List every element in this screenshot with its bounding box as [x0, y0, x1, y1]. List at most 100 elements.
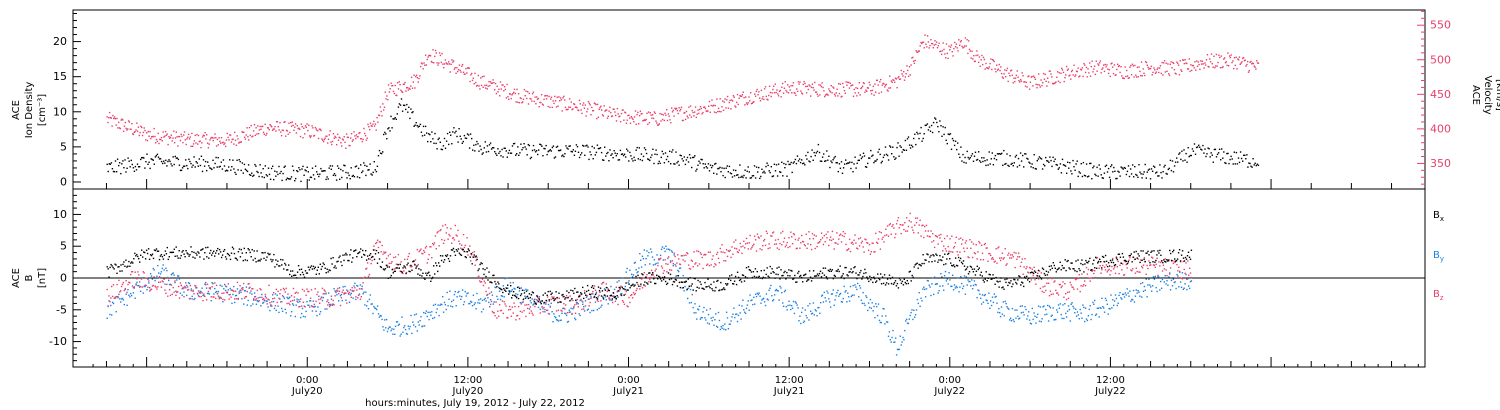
bz-series-point	[782, 241, 785, 243]
density-series-point	[1019, 152, 1022, 154]
velocity-series-point	[661, 118, 664, 121]
bz-series-point	[764, 244, 767, 247]
density-series-point	[725, 167, 727, 169]
velocity-series-point	[322, 139, 324, 141]
by-series-point	[704, 317, 706, 319]
velocity-series-point	[615, 114, 617, 117]
density-series-point	[504, 147, 506, 149]
by-series-point	[1018, 318, 1020, 320]
bz-series-point	[640, 285, 642, 287]
velocity-series-point	[783, 87, 786, 89]
density-series-point	[212, 159, 214, 161]
by-series-point	[957, 277, 959, 279]
velocity-series-point	[777, 95, 780, 97]
velocity-series-point	[574, 106, 577, 108]
bz-series-point	[292, 287, 295, 290]
density-series-point	[927, 129, 930, 131]
by-series-point	[221, 285, 223, 287]
by-series-point	[1080, 312, 1082, 314]
velocity-series-point	[966, 39, 968, 41]
velocity-series-point	[148, 135, 150, 137]
bz-series-point	[766, 232, 768, 235]
density-series-point	[843, 163, 846, 165]
velocity-series-point	[289, 131, 291, 134]
velocity-series-point	[445, 62, 447, 64]
bz-series-point	[390, 262, 392, 264]
velocity-series-point	[403, 83, 405, 85]
density-series-point	[695, 170, 697, 172]
velocity-series-point	[198, 140, 200, 143]
density-series-point	[716, 173, 718, 175]
bz-series-point	[595, 292, 598, 295]
velocity-series-point	[406, 87, 409, 89]
by-series-point	[822, 301, 825, 303]
bz-series-point	[164, 289, 166, 291]
density-series-point	[581, 152, 583, 154]
density-series-point	[312, 174, 315, 176]
density-series-point	[499, 150, 501, 153]
bz-series-point	[771, 235, 773, 237]
velocity-series-point	[608, 110, 610, 112]
density-series-point	[1139, 171, 1141, 173]
bz-series-point	[395, 263, 398, 265]
velocity-series-point	[355, 137, 357, 140]
by-series-point	[805, 314, 807, 317]
density-series-point	[1015, 154, 1018, 157]
velocity-series-point	[359, 138, 362, 140]
density-series-point	[568, 145, 570, 147]
by-series-point	[268, 299, 270, 301]
velocity-series-point	[339, 137, 341, 139]
density-series-point	[486, 145, 489, 147]
by-series-point	[400, 333, 402, 335]
bz-series-point	[297, 292, 299, 294]
velocity-series-point	[199, 140, 201, 142]
by-series-point	[561, 312, 563, 314]
by-series-point	[973, 280, 976, 282]
density-series-point	[995, 159, 998, 161]
density-series-point	[957, 142, 959, 144]
by-series-point	[480, 311, 483, 313]
density-series-point	[501, 148, 503, 151]
velocity-series-point	[969, 50, 972, 52]
velocity-series-point	[634, 110, 637, 112]
by-series-point	[441, 303, 443, 306]
by-series-point	[462, 303, 465, 306]
velocity-series-point	[164, 130, 167, 133]
by-series-point	[175, 290, 177, 292]
density-series-point	[640, 153, 643, 155]
density-series-point	[735, 169, 737, 172]
by-series-point	[251, 293, 253, 295]
bz-series-point	[1032, 274, 1034, 277]
velocity-series-point	[154, 135, 156, 138]
bz-series-point	[634, 292, 636, 295]
velocity-series-point	[1233, 67, 1235, 70]
density-series-point	[283, 166, 285, 168]
bz-series-point	[125, 280, 127, 282]
by-series-point	[195, 287, 197, 289]
bz-series-point	[1028, 272, 1030, 274]
density-series-point	[355, 165, 358, 167]
density-series-point	[216, 166, 218, 168]
by-series-point	[970, 285, 972, 287]
density-series-point	[770, 166, 772, 168]
by-series-point	[138, 284, 140, 287]
velocity-series-point	[244, 138, 247, 140]
velocity-series-point	[331, 140, 334, 143]
density-series-point	[780, 171, 782, 173]
density-series-point	[335, 179, 338, 181]
density-series-point	[448, 143, 450, 146]
density-series-point	[872, 154, 874, 156]
by-series-point	[359, 284, 362, 286]
by-series-point	[506, 277, 508, 279]
by-series-point	[498, 286, 500, 289]
by-series-point	[646, 250, 648, 252]
by-series-point	[538, 296, 541, 298]
bz-series-point	[1123, 274, 1126, 276]
velocity-series-point	[1131, 63, 1134, 65]
density-series-point	[730, 173, 733, 175]
velocity-series-point	[1196, 65, 1199, 67]
bz-series-point	[546, 296, 549, 298]
velocity-series-point	[689, 105, 692, 107]
density-series-point	[553, 157, 556, 159]
bz-series-point	[976, 258, 978, 260]
